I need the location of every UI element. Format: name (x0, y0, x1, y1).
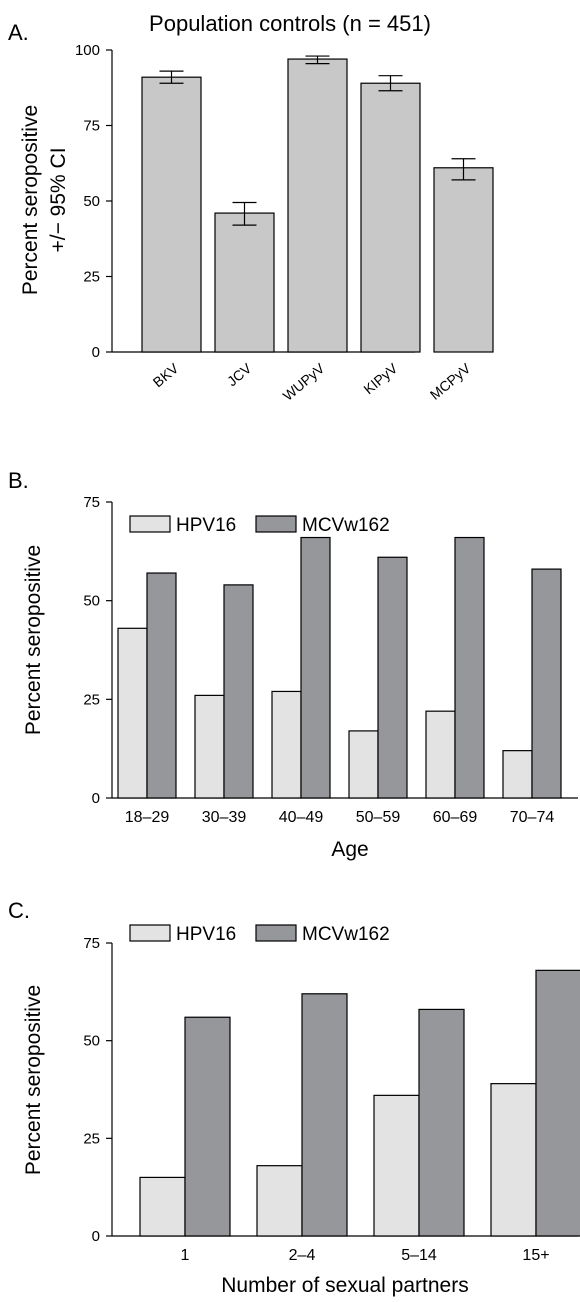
panel-b-x-tick-label: 70–74 (510, 809, 555, 826)
panel-c-x-tick-label: 15+ (522, 1247, 549, 1264)
panel-a-y-tick-label: 100 (75, 42, 100, 59)
panel-b-bar-mcvw162 (223, 584, 254, 799)
panel-b-legend-swatch-mcvw162 (255, 515, 297, 533)
panel-b-x-tick-label: 30–39 (202, 809, 247, 826)
panel-a-title: Population controls (n = 451) (149, 11, 431, 36)
panel-b-letter: B. (8, 468, 29, 493)
panel-b-legend-label-hpv16: HPV16 (176, 515, 236, 536)
panel-c-x-label: Number of sexual partners (221, 1274, 468, 1297)
panel-a-y-label-line2: +/− 95% CI (47, 147, 70, 252)
bar-bkv (141, 76, 202, 353)
x-tick-label-wupyv: WUPyV (280, 360, 328, 404)
panel-b-y-tick-label: 50 (83, 593, 100, 610)
panel-b-x-tick-label: 18–29 (125, 809, 170, 826)
panel-b-bar-hpv16 (194, 694, 225, 799)
x-tick-label-bkv: BKV (150, 360, 182, 391)
panel-c-bar-mcvw162 (418, 1008, 465, 1237)
panel-b-x-tick-label: 60–69 (433, 809, 478, 826)
panel-b-x-tick-label: 40–49 (279, 809, 324, 826)
x-tick-label-jcv: JCV (224, 360, 255, 390)
panel-b-plot: 0 25 50 75 18–29 30–39 40–49 50–59 60–69 70–74 HPV… (83, 494, 578, 826)
panel-a-y-label: Percent seropositive +/− 95% CI (19, 105, 70, 295)
panel-a-y-label-line1: Percent seropositive (19, 105, 42, 295)
panel-b-bar-mcvw162 (531, 568, 562, 799)
panel-b-bar-hpv16 (117, 627, 148, 799)
panel-c: C. Percent seropositive Number of sexual… (8, 898, 580, 1297)
bar-wupyv (287, 58, 348, 353)
panel-c-x-tick-label: 5–14 (401, 1247, 437, 1264)
panel-a-y-tick-label: 0 (92, 344, 100, 361)
panel-a: A. Population controls (n = 451) Percent… (8, 11, 494, 404)
panel-b-bar-mcvw162 (146, 572, 177, 799)
panel-b-legend-label-mcvw162: MCVw162 (302, 515, 390, 536)
panel-b-bar-mcvw162 (377, 556, 408, 799)
panel-b-y-tick-label: 0 (92, 790, 100, 807)
x-tick-label-kipyv: KIPyV (360, 360, 401, 398)
panel-c-bar-mcvw162 (301, 993, 348, 1237)
panel-c-y-tick-label: 75 (83, 935, 100, 952)
panel-c-y-label: Percent seropositive (22, 985, 45, 1175)
panel-a-y-tick-label: 75 (83, 118, 100, 135)
panel-a-letter: A. (8, 20, 29, 45)
panel-b-y-tick-label: 75 (83, 494, 100, 511)
panel-c-plot: 0 25 50 75 1 2–4 5–14 15+ HPV16 MCVw162 (83, 924, 580, 1264)
panel-a-y-tick-label: 50 (83, 193, 100, 210)
panel-c-legend-label-hpv16: HPV16 (176, 924, 236, 945)
panel-b-bar-hpv16 (271, 690, 302, 799)
panel-c-legend-swatch-mcvw162 (255, 924, 297, 942)
panel-a-y-tick-label: 25 (83, 269, 100, 286)
panel-b-bar-mcvw162 (300, 536, 331, 799)
panel-c-bar-mcvw162 (184, 1016, 231, 1237)
panel-c-bar-hpv16 (490, 1083, 537, 1237)
bar-jcv (214, 212, 275, 353)
panel-c-bar-hpv16 (139, 1176, 186, 1237)
panel-b-bar-hpv16 (348, 730, 379, 799)
panel-b-y-tick-label: 25 (83, 691, 100, 708)
panel-b-bar-hpv16 (425, 710, 456, 799)
panel-c-x-tick-label: 1 (181, 1247, 190, 1264)
panel-b-x-label: Age (331, 838, 368, 861)
panel-c-y-tick-label: 50 (83, 1033, 100, 1050)
panel-c-legend-swatch-hpv16 (129, 924, 171, 942)
panel-c-legend-label-mcvw162: MCVw162 (302, 924, 390, 945)
panel-c-x-tick-label: 2–4 (289, 1247, 316, 1264)
panel-b-x-tick-label: 50–59 (356, 809, 401, 826)
panel-c-bar-mcvw162 (535, 969, 580, 1237)
panel-c-y-tick-label: 25 (83, 1130, 100, 1147)
panel-b-bar-mcvw162 (454, 536, 485, 799)
panel-c-bar-hpv16 (373, 1094, 420, 1237)
panel-a-plot: 0 25 50 75 100 BKV JCV WUPyV KIPyV MCPyV (75, 42, 494, 404)
panel-b-y-label: Percent seropositive (22, 545, 45, 735)
x-tick-label-mcpyv: MCPyV (427, 360, 474, 403)
panel-b-legend-swatch-hpv16 (129, 515, 171, 533)
panel-c-letter: C. (8, 898, 30, 923)
bar-mcpyv (433, 167, 494, 353)
panel-b-bar-hpv16 (502, 750, 533, 799)
panel-c-bar-hpv16 (256, 1165, 303, 1237)
bar-kipyv (360, 82, 421, 353)
panel-b: B. Percent seropositive Age 0 25 50 75 18–29… (8, 468, 578, 861)
panel-c-y-tick-label: 0 (92, 1228, 100, 1245)
